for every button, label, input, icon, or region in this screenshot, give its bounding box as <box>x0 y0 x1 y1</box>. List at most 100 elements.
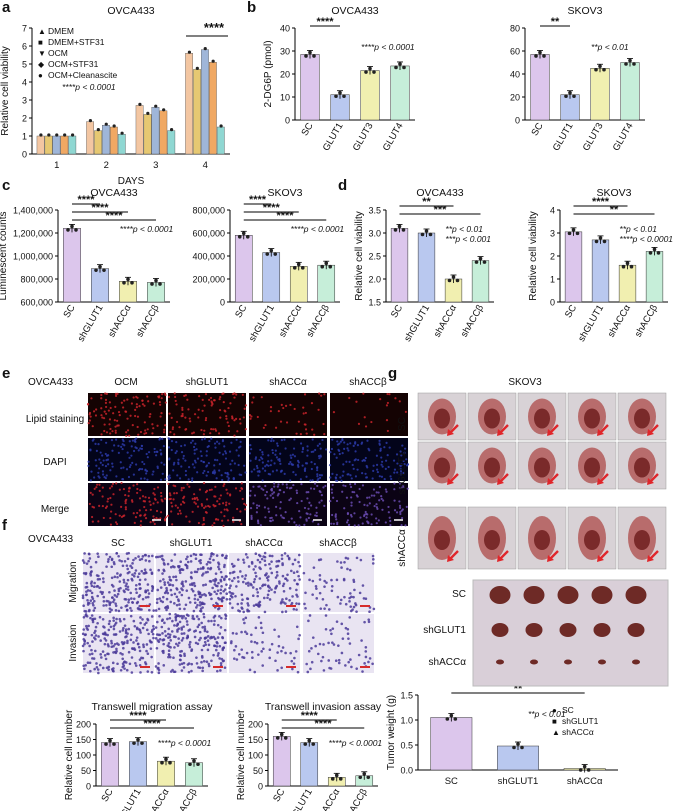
cell-dot <box>130 597 133 600</box>
cell-dot <box>277 483 280 486</box>
cell-dot <box>246 581 250 585</box>
cell-dot <box>242 656 246 659</box>
x-axis-label: DAYS <box>118 176 145 187</box>
cell-dot <box>154 498 157 501</box>
cell-dot <box>205 489 209 492</box>
cell-dot <box>346 632 350 635</box>
cell-dot <box>254 571 257 575</box>
cell-dot <box>119 461 122 464</box>
cell-dot <box>291 562 295 566</box>
cell-dot <box>349 592 352 595</box>
cell-dot <box>306 454 309 457</box>
cell-dot <box>375 503 378 506</box>
cell-dot <box>89 565 93 569</box>
cell-dot <box>166 606 170 610</box>
cell-dot <box>168 616 172 620</box>
cell-dot <box>103 423 106 426</box>
cell-dot <box>368 502 371 505</box>
cell-dot <box>101 650 105 653</box>
cell-dot <box>200 503 203 506</box>
cell-dot <box>310 647 313 650</box>
cell-dot <box>292 662 296 665</box>
cell-dot <box>271 449 274 452</box>
data-point <box>594 67 598 72</box>
cell-dot <box>384 488 387 491</box>
cell-dot <box>155 450 158 453</box>
cell-dot <box>278 488 281 492</box>
cell-dot <box>107 463 110 466</box>
cell-dot <box>269 494 272 497</box>
cell-dot <box>269 567 272 570</box>
bar <box>262 252 281 303</box>
cell-dot <box>204 643 208 646</box>
cell-dot <box>401 516 404 520</box>
significance-stars: **** <box>91 202 109 214</box>
cell-dot <box>311 636 315 639</box>
cell-dot <box>157 666 160 670</box>
cell-dot <box>406 463 410 466</box>
cell-dot <box>123 667 126 670</box>
cell-dot <box>148 608 151 612</box>
cell-dot <box>255 464 259 468</box>
cell-dot <box>188 640 192 644</box>
data-point <box>447 278 452 283</box>
tumor <box>625 586 647 604</box>
cell-dot <box>354 603 358 607</box>
cell-dot <box>279 514 283 517</box>
cell-dot <box>305 662 308 666</box>
cell-dot <box>364 597 368 600</box>
significance-stars: **** <box>143 718 161 730</box>
cell-dot <box>270 489 274 492</box>
cell-dot <box>303 523 306 526</box>
cell-dot <box>136 511 139 515</box>
cell-dot <box>98 663 102 667</box>
cell-dot <box>141 460 144 464</box>
cell-dot <box>295 491 299 495</box>
cell-dot <box>173 565 176 569</box>
cell-dot <box>323 579 326 583</box>
cell-dot <box>238 418 242 421</box>
cell-dot <box>124 502 127 505</box>
cell-dot <box>313 487 316 490</box>
cell-dot <box>191 589 195 593</box>
tumor-label-shglut1: shGLUT1 <box>423 625 466 636</box>
cell-dot <box>89 599 93 602</box>
cell-dot <box>237 463 240 467</box>
cell-dot <box>95 585 99 588</box>
cell-dot <box>157 668 161 672</box>
cell-dot <box>285 597 288 601</box>
cell-dot <box>352 605 356 609</box>
cell-dot <box>263 610 267 614</box>
significance-stars: **** <box>129 710 147 722</box>
cell-dot <box>152 470 155 473</box>
cell-dot <box>269 405 273 409</box>
panel-f-cell-line: OVCA433 <box>28 534 73 545</box>
cell-dot <box>224 452 228 455</box>
y-tick-label: 1 <box>550 275 555 285</box>
cell-dot <box>90 470 93 473</box>
cell-dot <box>111 661 115 665</box>
cell-dot <box>218 657 221 660</box>
bar <box>63 228 81 303</box>
data-point <box>621 264 626 269</box>
cell-dot <box>175 624 179 627</box>
cell-dot <box>160 625 164 629</box>
x-tick-label: GLUT3 <box>581 121 606 153</box>
cell-dot <box>98 577 102 581</box>
cell-dot <box>311 479 314 482</box>
cell-dot <box>274 453 277 456</box>
bar <box>52 135 61 155</box>
cell-dot <box>298 564 302 568</box>
cell-dot <box>197 592 201 596</box>
cell-dot <box>386 401 390 405</box>
cell-dot <box>159 437 162 440</box>
panel-label-g: g <box>388 365 397 382</box>
cell-dot <box>199 553 202 556</box>
cell-dot <box>261 631 265 635</box>
cell-dot <box>225 592 229 596</box>
cell-dot <box>370 420 373 424</box>
cell-dot <box>112 627 116 631</box>
cell-dot <box>128 440 131 443</box>
cell-dot <box>91 618 95 622</box>
cell-dot <box>132 396 135 399</box>
